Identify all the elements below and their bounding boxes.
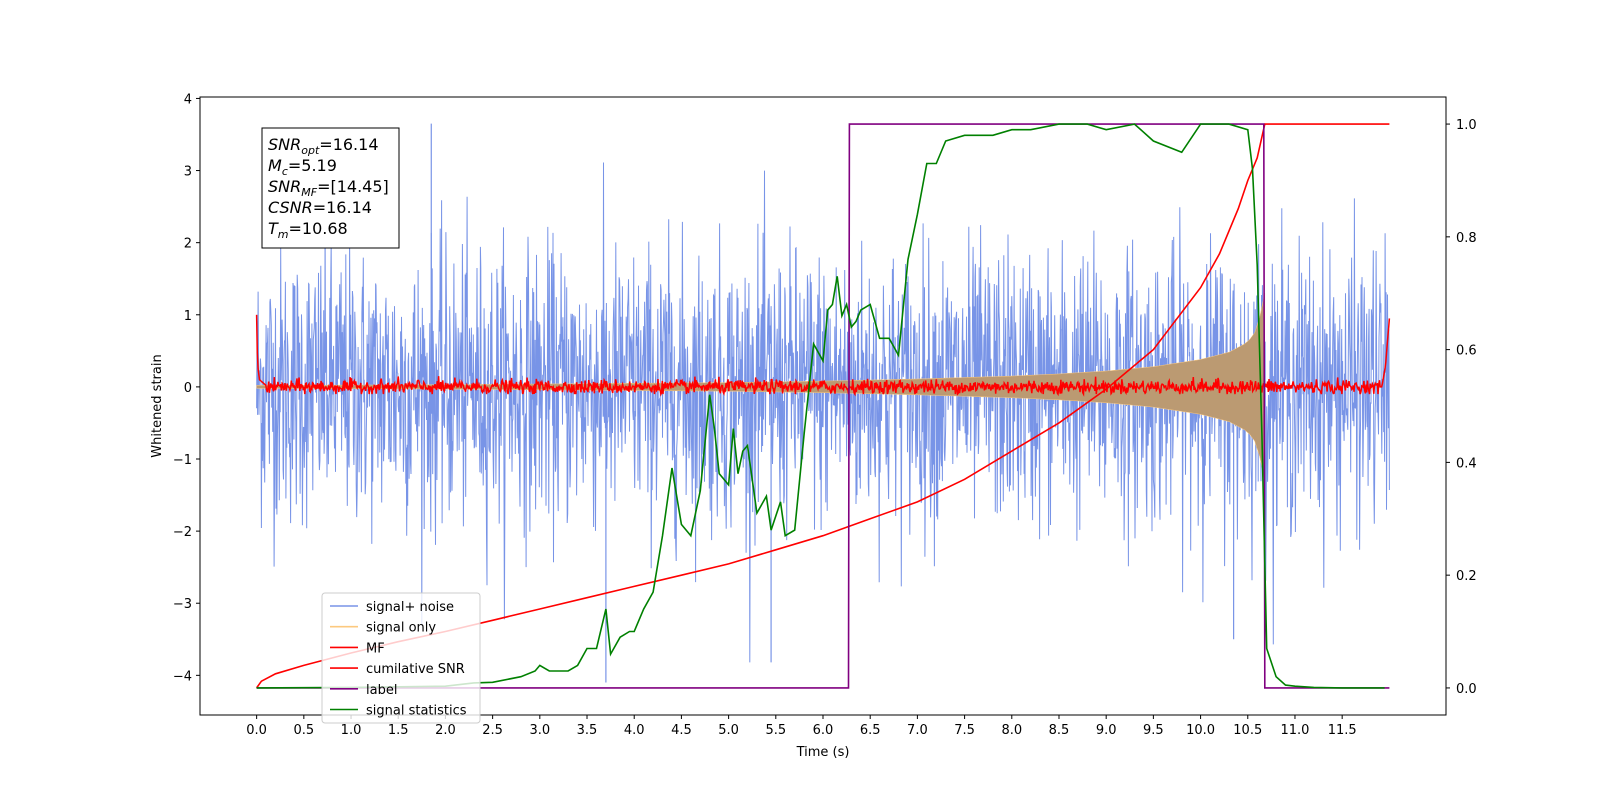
x-tick-label: 6.0 (813, 723, 834, 738)
legend: signal+ noise signal only MF cumilative SNR… (321, 592, 481, 724)
annotation-subscript: c (282, 165, 288, 178)
annotation-subscript: opt (301, 144, 320, 157)
x-tick-label: 3.5 (577, 723, 598, 738)
annotation-line: Tm=10.68 (268, 219, 348, 241)
y-tick-label: −2 (173, 525, 192, 540)
y2-tick-label: 0.6 (1456, 344, 1477, 359)
legend-entry-label: label (366, 683, 397, 698)
x-tick-label: 4.5 (671, 723, 692, 738)
series-signal-noise (256, 162, 1390, 663)
x-tick-label: 1.0 (341, 723, 362, 738)
legend-entry-label: MF (366, 641, 385, 656)
annotation-value: =16.14 (319, 135, 378, 154)
legend-entry-label: cumilative SNR (366, 662, 465, 677)
x-tick-label: 5.0 (718, 723, 739, 738)
y-tick-label: −4 (173, 669, 192, 684)
x-tick-label: 9.0 (1096, 723, 1117, 738)
annotation-line: SNRopt=16.14 (268, 135, 379, 157)
y-axis-right-ticks: 0.0 0.2 0.4 0.6 0.8 1.0 (1446, 118, 1477, 697)
annotation-frame (261, 127, 400, 249)
y2-tick-label: 1.0 (1456, 118, 1477, 133)
y2-tick-label: 0.8 (1456, 231, 1477, 246)
legend-entry-label: signal only (366, 621, 436, 636)
y-tick-label: −3 (173, 597, 192, 612)
series-mf (255, 314, 1391, 397)
annotation-line: SNRMF=[14.45] (268, 177, 389, 199)
x-axis-label: Time (s) (796, 745, 850, 760)
x-tick-label: 10.0 (1186, 723, 1215, 738)
x-tick-label: 8.0 (1001, 723, 1022, 738)
annotation-line: Mc=5.19 (268, 156, 337, 178)
y-tick-label: 2 (184, 237, 192, 252)
annotation-value: =10.68 (289, 219, 348, 238)
legend-entry-label: signal statistics (366, 704, 467, 719)
annotation-value: =5.19 (288, 156, 337, 175)
x-tick-label: 7.0 (907, 723, 928, 738)
y2-tick-label: 0.0 (1456, 682, 1477, 697)
y-tick-label: 4 (184, 92, 192, 107)
y-axis-label: Whitened strain (150, 354, 165, 457)
x-tick-label: 1.5 (388, 723, 409, 738)
x-tick-label: 6.5 (860, 723, 881, 738)
y2-tick-label: 0.2 (1456, 569, 1477, 584)
y-axis-left-ticks: −4 −3 −2 −1 0 1 2 3 4 (173, 92, 200, 684)
x-tick-label: 11.0 (1280, 723, 1309, 738)
annotation-symbol: SNR (268, 135, 301, 154)
legend-entry-label: signal+ noise (366, 600, 454, 615)
y-tick-label: 1 (184, 309, 192, 324)
x-tick-label: 5.5 (765, 723, 786, 738)
annotation-line: CSNR=16.14 (268, 198, 372, 217)
y-tick-label: −1 (173, 453, 192, 468)
annotation-symbol: T (268, 219, 279, 238)
annotation-symbol: CSNR (268, 198, 313, 217)
x-tick-label: 2.5 (482, 723, 503, 738)
y2-tick-label: 0.4 (1456, 456, 1477, 471)
annotation-value: =16.14 (313, 198, 372, 217)
x-tick-label: 3.0 (529, 723, 550, 738)
x-axis-ticks: 0.0 0.5 1.0 1.5 2.0 2.5 3.0 3.5 4.0 4.5 5.0 5.5 6.0 6… (246, 715, 1357, 738)
legend-frame (321, 592, 481, 724)
y-tick-label: 0 (184, 381, 192, 396)
annotation-value: =[14.45] (317, 177, 389, 196)
x-tick-label: 11.5 (1328, 723, 1357, 738)
x-tick-label: 0.0 (246, 723, 267, 738)
x-tick-label: 8.5 (1049, 723, 1070, 738)
annotation-subscript: MF (301, 186, 317, 199)
x-tick-label: 2.0 (435, 723, 456, 738)
annotation-symbol: M (268, 156, 282, 175)
x-tick-label: 0.5 (293, 723, 314, 738)
plot-data (255, 123, 1391, 689)
annotation-symbol: SNR (268, 177, 301, 196)
x-tick-label: 9.5 (1143, 723, 1164, 738)
x-tick-label: 7.5 (954, 723, 975, 738)
series-signal-statistics (256, 123, 1385, 689)
parameter-annotation-box: SNRopt=16.14Mc=5.19SNRMF=[14.45]CSNR=16.… (261, 127, 400, 249)
x-tick-label: 4.0 (624, 723, 645, 738)
annotation-subscript: m (278, 228, 289, 241)
y-tick-label: 3 (184, 165, 192, 180)
x-tick-label: 10.5 (1233, 723, 1262, 738)
